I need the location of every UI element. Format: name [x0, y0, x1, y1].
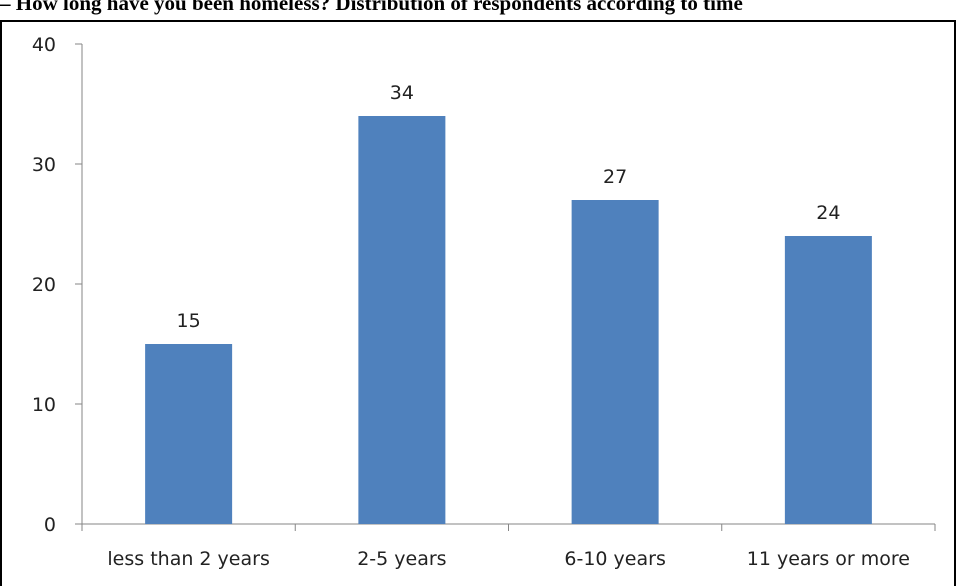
- bar: [571, 200, 659, 524]
- y-tick-label: 0: [44, 514, 56, 536]
- chart-bars: [145, 116, 872, 524]
- x-category-label: 6-10 years: [564, 548, 665, 570]
- x-category-label: 11 years or more: [747, 548, 910, 570]
- data-label: 15: [177, 310, 201, 332]
- bar: [784, 236, 872, 524]
- data-label: 27: [603, 166, 627, 188]
- x-category-label: 2-5 years: [357, 548, 446, 570]
- data-label: 24: [816, 202, 840, 224]
- y-tick-label: 40: [32, 34, 56, 56]
- chart-labels: 15 less than 2 years 34 2-5 years 27 6-10 yea…: [107, 82, 910, 570]
- y-tick-label: 10: [32, 394, 56, 416]
- chart-axes: 0 10 20 30 40: [32, 34, 936, 536]
- bar: [145, 344, 233, 524]
- chart-title: – How long have you been homeless? Distr…: [0, 0, 743, 15]
- y-tick-label: 20: [32, 274, 56, 296]
- bar: [358, 116, 446, 524]
- y-tick-label: 30: [32, 154, 56, 176]
- data-label: 34: [390, 82, 414, 104]
- x-category-label: less than 2 years: [107, 548, 269, 570]
